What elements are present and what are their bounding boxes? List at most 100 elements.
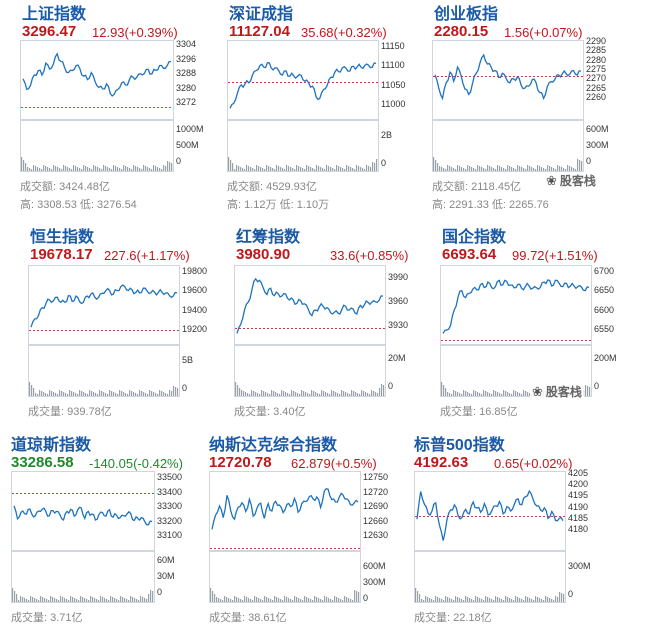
index-title[interactable]: 创业板指 <box>434 6 499 23</box>
volume-bar <box>256 165 258 171</box>
volume-axis-tick: 5B <box>182 355 194 365</box>
wechat-icon: ❀ <box>532 383 543 399</box>
volume-bar <box>439 166 441 171</box>
index-title[interactable]: 道琼斯指数 <box>11 437 92 454</box>
volume-bar <box>42 597 44 602</box>
price-axis-tick: 3990 <box>388 272 409 282</box>
volume-bar <box>46 599 48 602</box>
index-title[interactable]: 国企指数 <box>442 229 507 246</box>
index-title[interactable]: 标普500指数 <box>414 437 505 454</box>
volume-chart[interactable] <box>20 120 174 172</box>
volume-bar <box>113 392 115 396</box>
volume-bar <box>238 166 240 171</box>
index-title[interactable]: 深证成指 <box>229 6 294 23</box>
volume-bar <box>271 390 273 396</box>
volume-bar <box>98 600 100 602</box>
volume-chart[interactable] <box>11 551 155 603</box>
volume-bar <box>315 392 317 396</box>
volume-bar <box>143 392 145 396</box>
price-chart[interactable] <box>440 265 592 345</box>
volume-bar <box>465 169 467 171</box>
volume-axis-tick: 60M <box>157 555 175 565</box>
volume-bar <box>108 600 110 602</box>
price-chart[interactable] <box>432 40 584 120</box>
volume-bar <box>579 160 581 171</box>
volume-bar <box>469 393 471 396</box>
volume-chart[interactable] <box>432 120 584 172</box>
volume-bar <box>445 388 447 396</box>
volume-bar <box>97 394 99 396</box>
watermark: ❀ 股客栈 <box>530 383 584 400</box>
volume-bar <box>90 596 92 602</box>
volume-bar <box>477 392 479 396</box>
price-chart[interactable] <box>28 265 180 345</box>
price-series-line <box>22 52 171 97</box>
volume-bar <box>451 167 453 171</box>
volume-bar <box>94 598 96 602</box>
volume-bar <box>121 169 123 171</box>
volume-bar <box>503 600 505 602</box>
volume-bar <box>475 169 477 171</box>
index-title[interactable]: 红筹指数 <box>236 229 301 246</box>
volume-bar <box>451 394 453 396</box>
volume-bar <box>302 600 304 602</box>
volume-bar <box>503 390 505 396</box>
volume-chart[interactable] <box>227 120 379 172</box>
volume-bar <box>258 598 260 602</box>
volume-bar <box>155 166 157 171</box>
volume-bars-svg <box>433 157 583 171</box>
volume-bar <box>165 166 167 171</box>
volume-bar <box>439 598 441 602</box>
index-title[interactable]: 纳斯达克综合指数 <box>209 437 338 454</box>
volume-axis-tick: 600M <box>363 561 386 571</box>
volume-bar <box>377 393 379 396</box>
volume-bar <box>123 165 125 171</box>
volume-bar <box>89 390 91 396</box>
volume-bar <box>143 165 145 171</box>
price-chart[interactable] <box>11 471 155 551</box>
volume-bar <box>147 394 149 396</box>
volume-bar <box>511 599 513 602</box>
volume-bar <box>355 392 357 396</box>
volume-bar <box>507 165 509 171</box>
price-chart[interactable] <box>209 471 361 551</box>
volume-bar <box>507 597 509 602</box>
volume-bar <box>364 169 366 171</box>
volume-bar <box>259 394 261 396</box>
volume-bar <box>63 165 65 171</box>
price-chart[interactable] <box>414 471 566 551</box>
volume-bar <box>433 157 435 171</box>
volume-bar <box>451 599 453 602</box>
price-chart[interactable] <box>227 40 379 120</box>
volume-bar <box>471 394 473 396</box>
volume-bar <box>312 600 314 602</box>
price-axis-tick: 3280 <box>176 82 197 93</box>
volume-bar <box>123 392 125 396</box>
volume-bar <box>441 382 443 396</box>
volume-bar <box>519 393 521 396</box>
volume-bar <box>22 597 24 602</box>
turnover-label: 成交量: 3.40亿 <box>234 406 306 418</box>
volume-bar <box>85 393 87 396</box>
price-chart[interactable] <box>234 265 386 345</box>
volume-bar <box>327 393 329 396</box>
volume-bar <box>41 391 43 396</box>
volume-chart[interactable] <box>28 345 180 397</box>
volume-bar <box>105 166 107 171</box>
volume-bar <box>139 168 141 171</box>
volume-chart[interactable] <box>414 551 566 603</box>
volume-bar <box>515 391 517 396</box>
volume-bar <box>81 169 83 171</box>
volume-bar <box>455 169 457 171</box>
price-chart[interactable] <box>20 40 174 120</box>
price-line-svg <box>29 284 179 331</box>
volume-bar <box>167 161 169 171</box>
volume-bar <box>367 393 369 396</box>
index-title[interactable]: 恒生指数 <box>30 229 95 246</box>
volume-bar <box>212 591 214 602</box>
high-low-label: 高: 3308.53 低: 3276.54 <box>20 199 137 211</box>
volume-bars-svg <box>210 588 360 602</box>
volume-chart[interactable] <box>234 345 386 397</box>
volume-chart[interactable] <box>209 551 361 603</box>
index-title[interactable]: 上证指数 <box>22 6 87 23</box>
